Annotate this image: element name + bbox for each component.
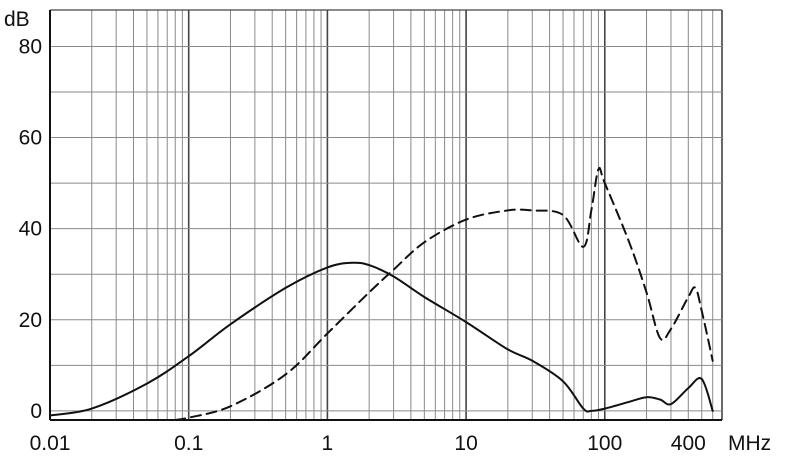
series-line-dashed <box>174 166 714 421</box>
y-tick-label: 20 <box>19 309 42 332</box>
x-tick-label: 400 <box>671 432 706 455</box>
grid <box>49 9 723 421</box>
y-tick-label: 0 <box>30 400 42 423</box>
x-axis-unit-label: MHz <box>728 432 771 455</box>
data-series <box>49 166 714 421</box>
x-tick-label: 0.1 <box>174 432 203 455</box>
x-tick-label: 0.01 <box>30 432 71 455</box>
y-tick-label: 40 <box>19 218 42 241</box>
y-tick-label: 60 <box>19 127 42 150</box>
series-line-solid <box>49 261 714 417</box>
y-axis-unit-label: dB <box>4 8 30 31</box>
x-tick-label: 10 <box>454 432 477 455</box>
y-tick-label: 80 <box>19 35 42 58</box>
x-tick-label: 1 <box>322 432 334 455</box>
axis-ticks: 0 20 40 60 80 0.01 0.1 1 10 100 400 <box>19 35 706 455</box>
x-tick-label: 100 <box>587 432 622 455</box>
